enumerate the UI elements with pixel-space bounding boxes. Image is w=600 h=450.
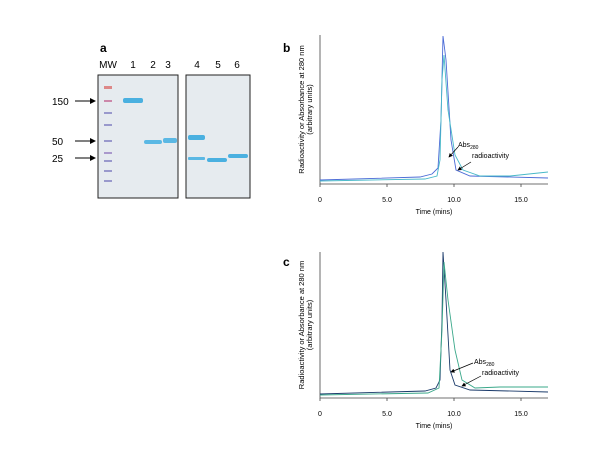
panel-label: c [283,255,290,269]
marker-label: 150 [52,97,69,108]
trace-abs [319,35,549,181]
y-axis-label: (arbitrary units) [305,84,314,135]
annotation-radio: radioactivity [472,153,509,160]
axes [319,35,548,185]
x-axis-label: Time (mins) [416,423,453,430]
arrow [448,146,459,158]
marker-label: 25 [52,154,64,165]
trace-radio [319,261,548,396]
trace-radio [319,54,549,182]
x-tick-label: 10.0 [447,411,461,418]
arrow [461,375,482,387]
annotation-abs: Abs280 [458,142,479,151]
x-tick-label: 15.0 [514,411,528,418]
y-axis-label: Radioactivity or Absorbance at 280 nm [297,45,306,173]
lane-label: 2 [150,60,156,71]
y-axis-label: Radioactivity or Absorbance at 280 nm [297,261,306,389]
bands [104,86,248,182]
x-axis-label: Time (mins) [416,209,453,216]
annotation-abs: Abs280 [474,359,495,368]
trace-abs [319,251,549,395]
lane-label: 4 [194,60,200,71]
x-tick-label: 5.0 [382,197,392,204]
lane-label: 3 [165,60,171,71]
x-tick-label: 15.0 [514,197,528,204]
panel-label: b [283,41,290,55]
lane-label: 5 [215,60,221,71]
x-tick-label: 0 [318,197,322,204]
panel-label: a [100,41,107,55]
arrow [457,161,472,171]
x-tick-label: 5.0 [382,411,392,418]
annotation-radio: radioactivity [482,370,519,377]
x-tick-label: 0 [318,411,322,418]
marker-label: 50 [52,137,64,148]
arrow [450,362,474,373]
lane-label: 1 [130,60,136,71]
x-tick-label: 10.0 [447,197,461,204]
y-axis-label: (arbitrary units) [305,299,314,350]
lane-label: 6 [234,60,240,71]
gel-left [97,74,179,199]
mw-header: MW [99,60,117,71]
